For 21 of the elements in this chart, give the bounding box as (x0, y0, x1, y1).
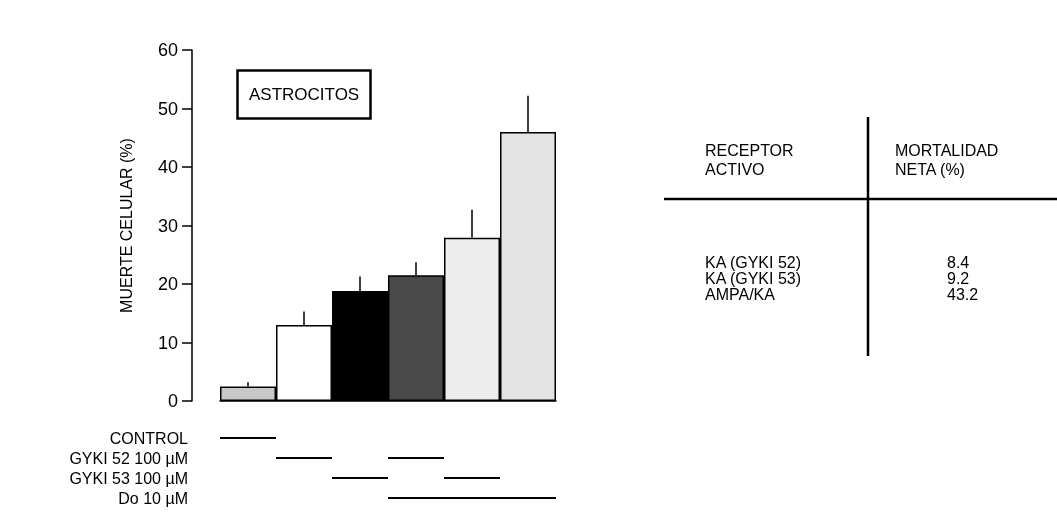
text: 8.4 (947, 253, 970, 271)
y-axis-title: MUERTE CELULAR (%) (117, 138, 135, 313)
text: MORTALIDAD NETA (%) (895, 142, 999, 178)
text: ASTROCITOS (249, 85, 360, 104)
y-tick-label: 0 (167, 391, 178, 411)
y-tick-label: 50 (157, 98, 178, 119)
text: GYKI 52 100 µM (69, 449, 188, 467)
text: AMPA/KA (705, 285, 776, 303)
text: CONTROL (109, 429, 189, 447)
text: RECEPTOR ACTIVO (705, 142, 794, 178)
text: KA (GYKI 52) (705, 253, 802, 271)
text: Do 10 µM (118, 489, 188, 507)
y-tick-label: 10 (157, 332, 178, 353)
text: KA (GYKI 53) (705, 269, 802, 287)
y-tick-label: 60 (157, 40, 178, 60)
y-tick-label: 40 (157, 157, 178, 177)
text: 9.2 (947, 269, 970, 287)
y-tick-label: 30 (157, 215, 178, 236)
text: GYKI 53 100 µM (69, 469, 188, 487)
y-tick-label: 20 (157, 274, 178, 294)
text: 43.2 (947, 285, 979, 303)
